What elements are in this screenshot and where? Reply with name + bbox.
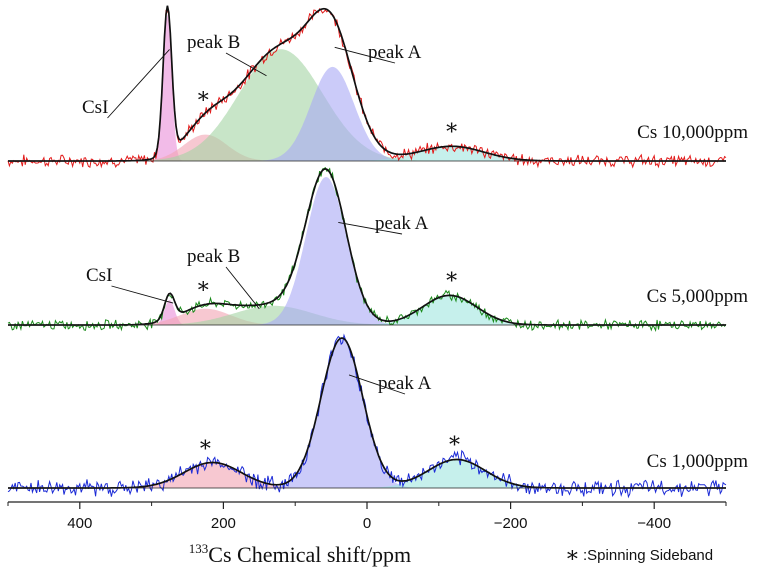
sideband-star: ∗ [447, 428, 462, 453]
annotation-leader [225, 266, 260, 310]
annotation-leader [334, 46, 396, 64]
component-peak-a [8, 177, 726, 325]
annotation-peak-a: peak A [368, 42, 422, 63]
annotation-peak-b: peak B [187, 246, 240, 267]
annotation-peak-a: peak A [378, 373, 432, 394]
annotation-leader [107, 49, 170, 119]
x-tick-label: 0 [363, 515, 371, 532]
x-tick-label: −200 [494, 515, 528, 532]
legend: ∗ :Spinning Sideband [565, 542, 713, 567]
panel-3: Cs 1,000ppm peak A ∗ ∗ [7, 333, 749, 499]
sideband-star: ∗ [196, 273, 211, 298]
annotation-leader [338, 222, 403, 235]
sideband-star: ∗ [444, 263, 459, 288]
annotation-leader [348, 374, 406, 395]
sideband-star: ∗ [198, 431, 213, 456]
annotation-peak-b: peak B [187, 32, 240, 53]
annotation-csi: CsI [82, 97, 108, 118]
x-tick-label: 200 [211, 515, 236, 532]
component-sideband [8, 462, 726, 488]
sample-label: Cs 5,000ppm [647, 286, 749, 307]
legend-symbol: ∗ [565, 542, 580, 567]
panel-2: Cs 5,000ppm CsI peak B peak A ∗ ∗ [7, 166, 749, 332]
annotation-leader [225, 52, 267, 77]
sample-label: Cs 1,000ppm [647, 451, 749, 472]
sample-label: Cs 10,000ppm [637, 122, 748, 143]
x-tick-label: −400 [637, 515, 671, 532]
sideband-star: ∗ [196, 83, 211, 108]
component-sideband [8, 308, 726, 325]
x-axis-ticks: 400 200 0 −200 −400 [7, 502, 727, 532]
x-axis-title: 133Cs Chemical shift/ppm [189, 541, 411, 567]
component-peak-a [8, 338, 726, 488]
annotation-leader [111, 285, 174, 304]
annotation-peak-a: peak A [375, 213, 429, 234]
fit-curve [8, 168, 726, 326]
panel-1: Cs 10,000ppm CsI peak B peak A ∗ ∗ [7, 5, 748, 169]
component-peak-a [8, 66, 726, 161]
legend-text: :Spinning Sideband [583, 547, 713, 564]
sideband-star: ∗ [444, 114, 459, 139]
annotation-csi: CsI [86, 265, 112, 286]
x-tick-label: 400 [67, 515, 92, 532]
x-axis: 400 200 0 −200 −400 [7, 501, 727, 532]
